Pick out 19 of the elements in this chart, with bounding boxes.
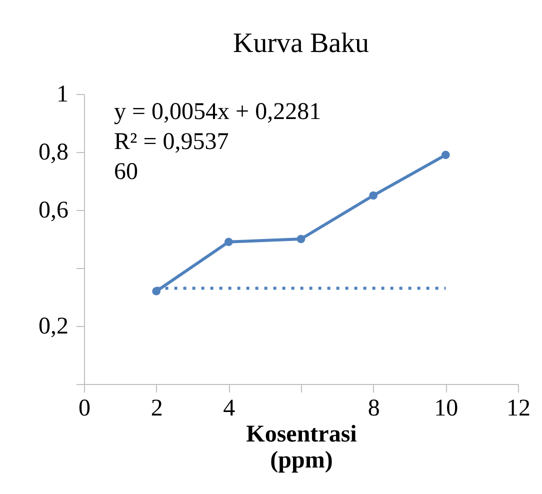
annotation: y = 0,0054x + 0,2281 xyxy=(114,99,322,125)
x-axis-title: Kosentrasi (ppm) xyxy=(246,422,358,474)
point xyxy=(296,234,306,244)
annotation: R² = 0,9537 xyxy=(114,129,229,155)
x-tick-label: 2 xyxy=(150,396,163,422)
y-tick-label: 0,6 xyxy=(38,198,68,224)
x-tick-label: 8 xyxy=(368,396,380,422)
y-tick-label: 1 xyxy=(56,82,68,108)
point xyxy=(441,150,450,160)
annotation: 60 xyxy=(114,159,138,185)
point xyxy=(369,191,378,200)
x-tick-label: 12 xyxy=(506,396,530,422)
x-tick-label: 0 xyxy=(78,396,90,422)
x-tick-label: 10 xyxy=(434,396,458,422)
y-tick-label: 0,2 xyxy=(38,314,68,340)
x-tick-label: 4 xyxy=(223,396,236,422)
chart-title: Kurva Baku xyxy=(232,28,370,59)
point xyxy=(224,238,233,246)
y-tick-label: 0,8 xyxy=(38,140,68,166)
